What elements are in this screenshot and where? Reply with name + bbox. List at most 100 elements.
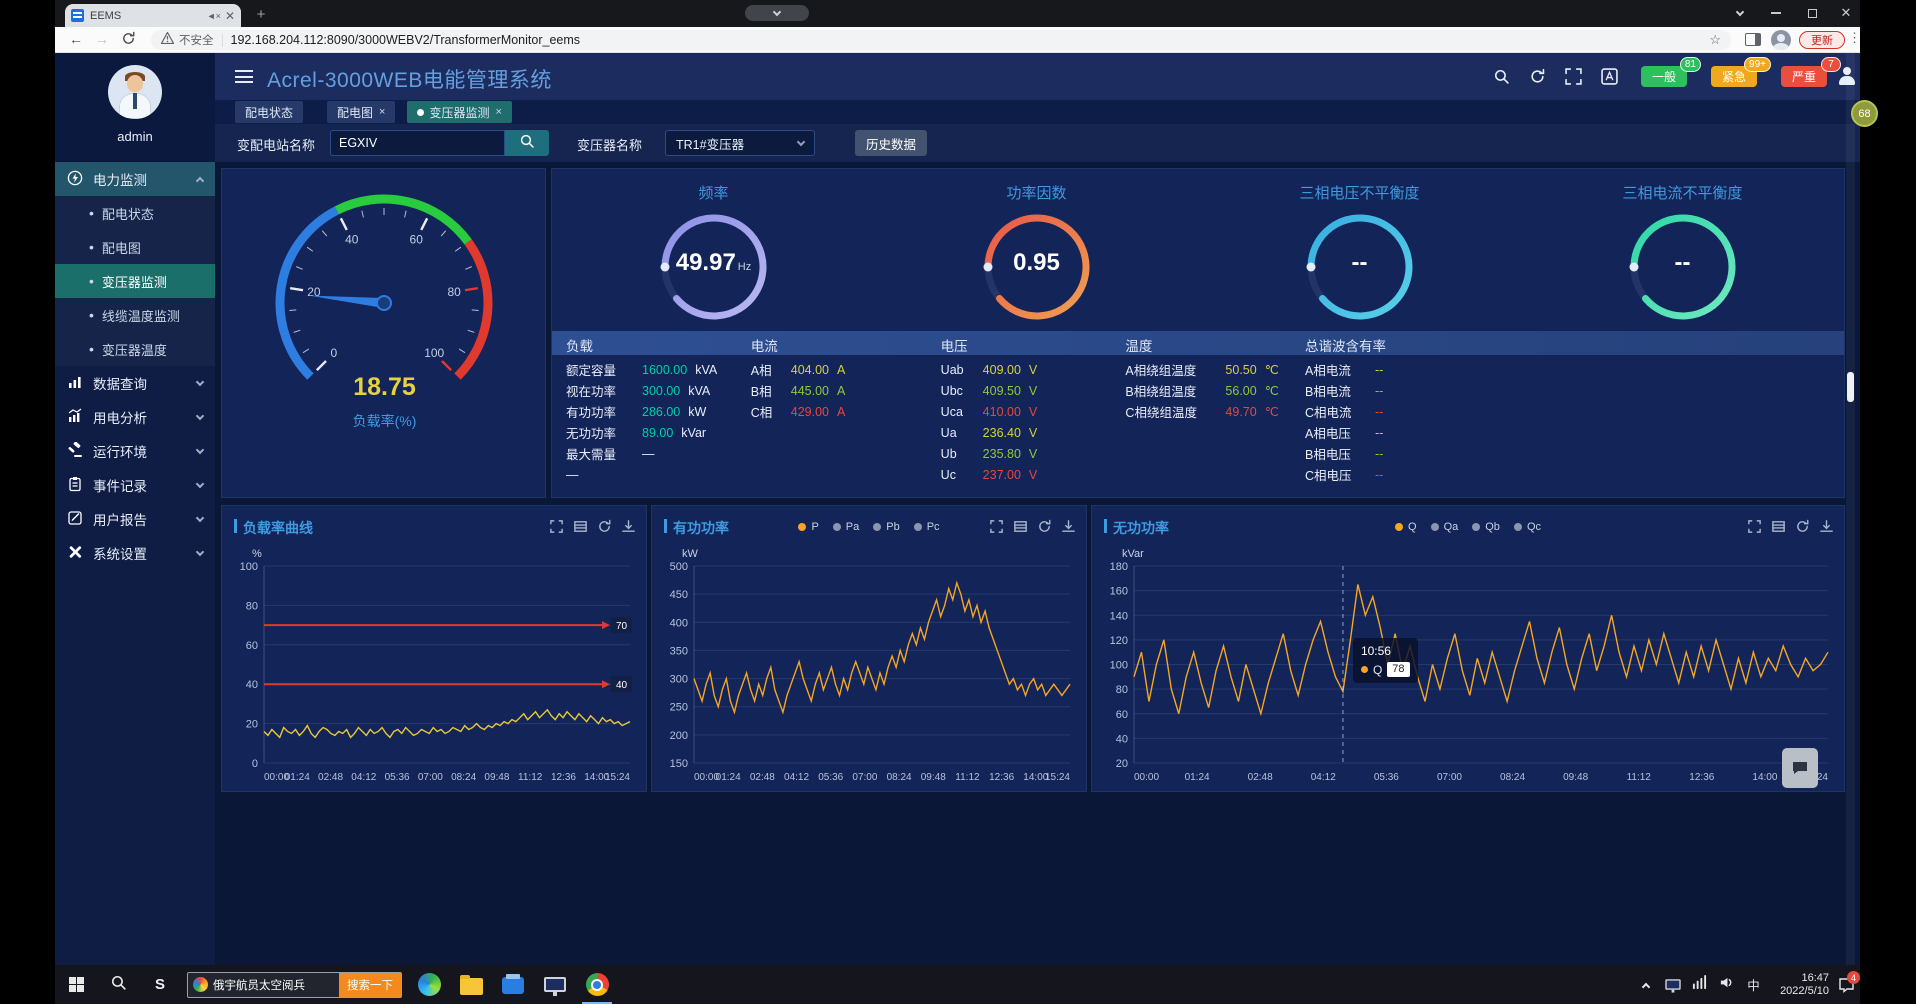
taskbar-explorer-icon[interactable] [450, 965, 492, 1004]
legend-item-Pc[interactable]: Pc [914, 521, 940, 533]
tray-display-icon[interactable] [1659, 965, 1686, 1004]
sidebar-item-配电状态[interactable]: •配电状态 [55, 196, 215, 230]
taskbar-news-search[interactable]: 俄宇航员太空阅兵 搜索一下 [187, 972, 402, 998]
transformer-select[interactable]: TR1#变压器 [665, 130, 815, 156]
svg-text:20: 20 [246, 719, 258, 731]
cell-unit: V [1029, 384, 1037, 398]
cell-unit: V [1029, 447, 1037, 461]
chart-panel-reactive-power: 无功功率QQaQbQckVar2040608010012014016018000… [1091, 505, 1845, 792]
tab-close-icon[interactable]: × [379, 106, 385, 118]
window-minimize-button[interactable] [1759, 0, 1793, 26]
legend-item-Qa[interactable]: Qa [1431, 521, 1459, 533]
legend-item-Pa[interactable]: Pa [833, 521, 859, 533]
restore-icon[interactable] [1747, 519, 1762, 534]
browser-menu-icon[interactable]: ⋮ [1848, 30, 1861, 46]
overlay-badge[interactable]: 68 [1851, 100, 1878, 127]
download-icon[interactable] [1061, 519, 1076, 534]
svg-text:08:24: 08:24 [451, 772, 476, 783]
start-button[interactable] [55, 965, 97, 1004]
window-menu-button[interactable] [1723, 0, 1757, 26]
refresh-icon[interactable] [1795, 519, 1810, 534]
taskbar-clock[interactable]: 16:47 2022/5/10 [1767, 972, 1833, 998]
bookmark-star-icon[interactable]: ☆ [1709, 32, 1721, 48]
tab-close-icon[interactable]: ✕ [225, 9, 235, 23]
download-icon[interactable] [1819, 519, 1834, 534]
taskbar-display-icon[interactable] [534, 965, 576, 1004]
sidebar-group-用电分析[interactable]: 用电分析 [55, 400, 215, 434]
download-icon[interactable] [621, 519, 636, 534]
alarm-badge-normal[interactable]: 一般81 [1641, 66, 1687, 87]
browser-update-button[interactable]: 更新 [1799, 31, 1845, 49]
sidebar-group-运行环境[interactable]: 运行环境 [55, 434, 215, 468]
tray-volume-icon[interactable] [1713, 965, 1740, 1004]
data-view-icon[interactable] [1013, 519, 1028, 534]
legend-item-Pb[interactable]: Pb [873, 521, 899, 533]
tray-network-icon[interactable] [1686, 965, 1713, 1004]
notification-center-button[interactable]: 4 [1833, 965, 1860, 1004]
bullet-icon: • [89, 206, 94, 220]
taskbar-edge-icon[interactable] [408, 965, 450, 1004]
browser-profile-avatar[interactable] [1771, 30, 1791, 50]
url-field[interactable]: 不安全 192.168.204.112:8090/3000WEBV2/Trans… [151, 30, 1731, 50]
translate-icon[interactable] [1601, 68, 1618, 85]
sidebar-item-变压器温度[interactable]: •变压器温度 [55, 332, 215, 366]
sidebar-group-电力监测[interactable]: 电力监测 [55, 162, 215, 196]
browser-tab[interactable]: EEMS ◄× ✕ [65, 4, 241, 27]
legend-item-P[interactable]: P [798, 521, 818, 533]
forward-button[interactable]: → [95, 31, 109, 47]
search-icon[interactable] [1493, 68, 1510, 85]
reload-button[interactable] [121, 31, 136, 49]
legend-item-Qc[interactable]: Qc [1514, 521, 1541, 533]
sidebar-group-用户报告[interactable]: 用户报告 [55, 502, 215, 536]
app-icon-s[interactable]: S [139, 965, 181, 1004]
tray-expand-button[interactable] [1632, 965, 1659, 1004]
taskbar-device-icon[interactable] [492, 965, 534, 1004]
tab-mute-icon[interactable]: ◄× [207, 11, 221, 21]
video-controls-pill[interactable] [745, 5, 809, 21]
restore-icon[interactable] [989, 519, 1004, 534]
tab-close-icon[interactable]: × [496, 106, 502, 118]
folder-icon [460, 978, 483, 995]
tab-配电图[interactable]: 配电图× [327, 101, 395, 123]
back-button[interactable]: ← [69, 31, 83, 47]
sidebar-item-配电图[interactable]: •配电图 [55, 230, 215, 264]
alarm-badge-critical[interactable]: 严重7 [1781, 66, 1827, 87]
sidebar-group-事件记录[interactable]: 事件记录 [55, 468, 215, 502]
data-view-icon[interactable] [1771, 519, 1786, 534]
window-close-button[interactable]: ✕ [1829, 0, 1863, 26]
station-name-input[interactable] [330, 130, 505, 156]
sidebar-group-数据查询[interactable]: 数据查询 [55, 366, 215, 400]
refresh-icon[interactable] [597, 519, 612, 534]
sidebar-item-变压器监测[interactable]: •变压器监测 [55, 264, 215, 298]
history-data-button[interactable]: 历史数据 [855, 130, 927, 156]
svg-text:05:36: 05:36 [1374, 772, 1399, 783]
alarm-badge-urgent[interactable]: 紧急99+ [1711, 66, 1757, 87]
sidepanel-icon[interactable] [1745, 33, 1761, 46]
new-tab-button[interactable]: + [251, 5, 271, 25]
sidebar-item-线缆温度监测[interactable]: •线缆温度监测 [55, 298, 215, 332]
refresh-icon[interactable] [1037, 519, 1052, 534]
news-search-button[interactable]: 搜索一下 [339, 973, 401, 997]
scrollbar-thumb[interactable] [1847, 372, 1854, 402]
avatar[interactable] [108, 65, 162, 119]
tab-配电状态[interactable]: 配电状态 [235, 101, 303, 123]
hamburger-menu-icon[interactable] [235, 70, 253, 83]
legend-item-Q[interactable]: Q [1395, 521, 1417, 533]
sidebar-group-系统设置[interactable]: 系统设置 [55, 536, 215, 570]
fullscreen-icon[interactable] [1565, 68, 1582, 85]
tray-ime-indicator[interactable]: 中 [1740, 965, 1767, 1004]
svg-text:60: 60 [246, 640, 258, 652]
tab-变压器监测[interactable]: 变压器监测× [407, 101, 512, 123]
refresh-icon[interactable] [1529, 68, 1546, 85]
data-view-icon[interactable] [573, 519, 588, 534]
station-search-button[interactable] [505, 130, 549, 156]
taskbar-search-button[interactable] [97, 965, 139, 1004]
taskbar-chrome-icon[interactable] [576, 965, 618, 1004]
table-header-电流: 电流 [737, 331, 927, 355]
window-maximize-button[interactable] [1795, 0, 1829, 26]
restore-icon[interactable] [549, 519, 564, 534]
ring-gauge-value: 0.95 [979, 249, 1095, 277]
floating-widget-button[interactable] [1782, 748, 1818, 788]
legend-item-Qb[interactable]: Qb [1472, 521, 1500, 533]
scrollbar-track[interactable] [1846, 53, 1855, 965]
